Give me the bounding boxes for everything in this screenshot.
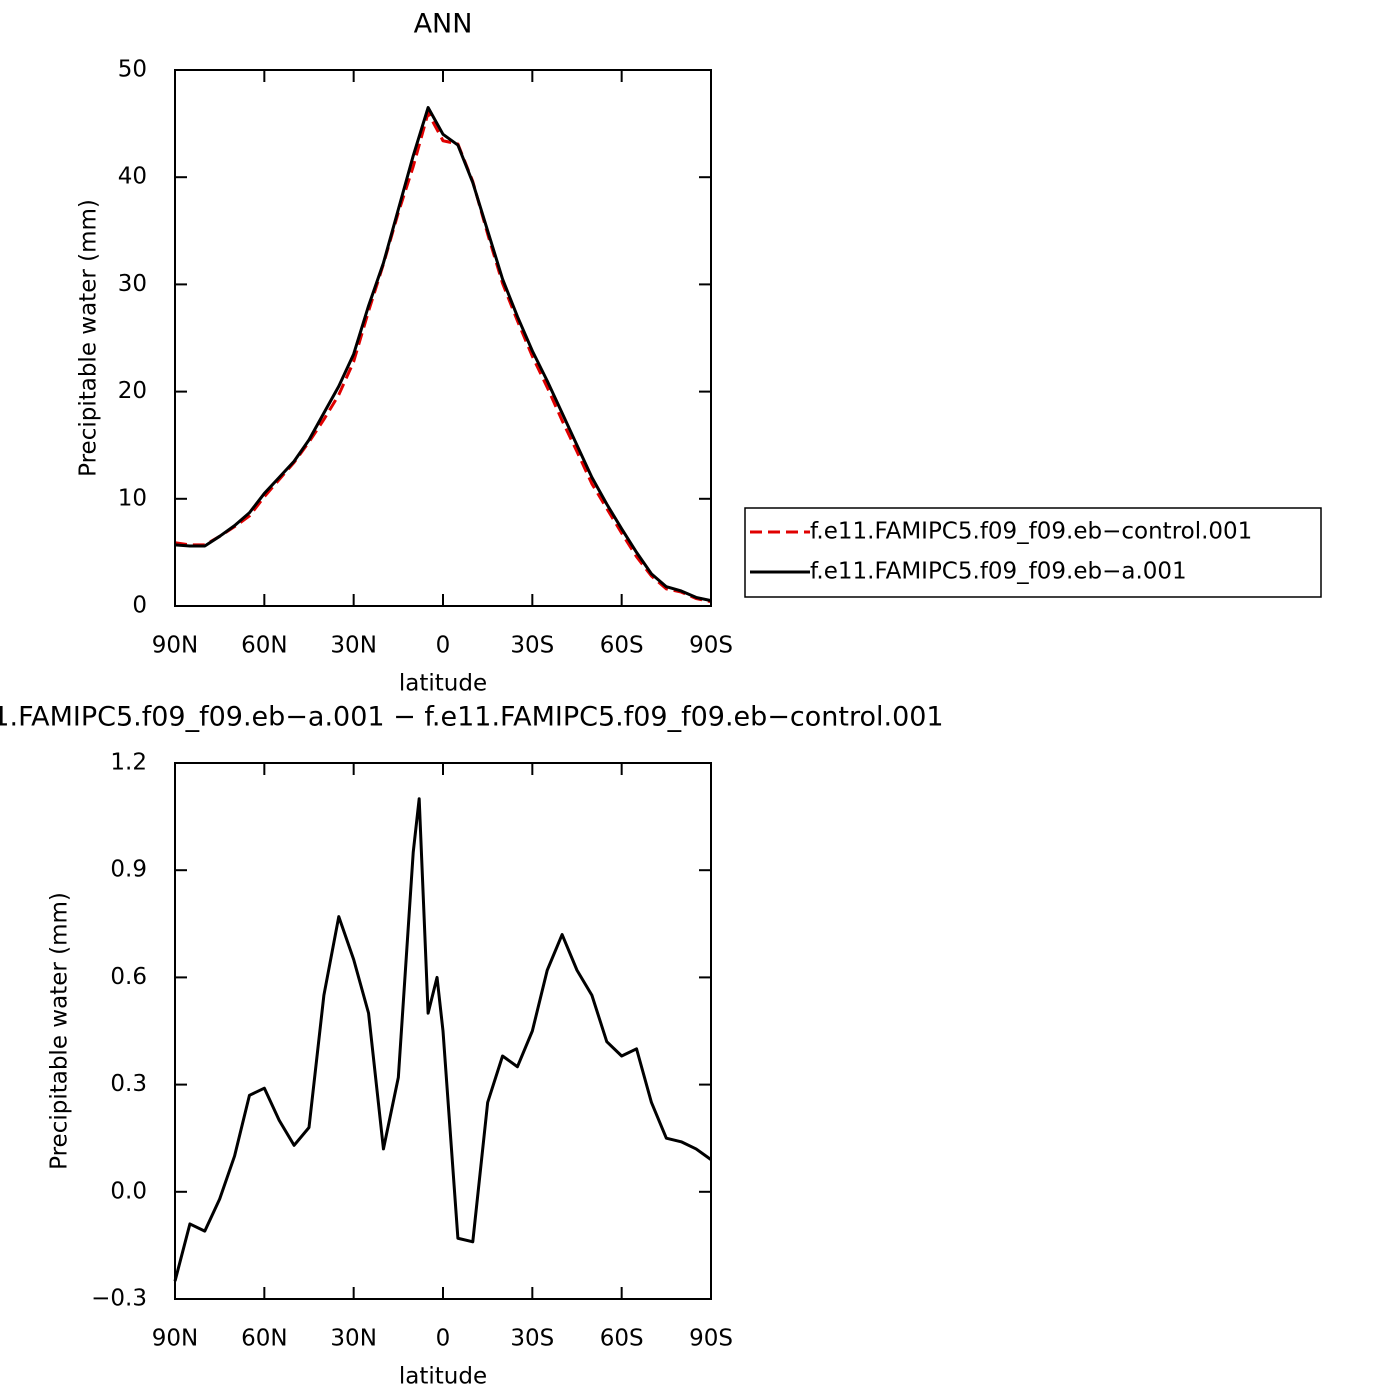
x-tick-label: 30S [510,1326,554,1352]
y-tick-label: 0.6 [110,964,147,990]
x-tick-label: 90N [152,633,198,659]
legend-label: f.e11.FAMIPC5.f09_f09.eb−control.001 [810,519,1252,545]
data-line [174,106,712,603]
y-tick-label: 20 [118,378,147,404]
x-tick-label: 60S [600,633,644,659]
chart-title: f.e11.FAMIPC5.f09_f09.eb−a.001 − f.e11.F… [0,702,944,733]
x-tick-label: 60N [241,633,287,659]
y-tick-label: 10 [118,485,147,511]
plot-frame [174,69,712,607]
data-line [173,797,712,1282]
x-axis-label: latitude [399,1364,487,1390]
y-axis-label: Precipitable water (mm) [47,892,73,1170]
y-tick-label: 30 [118,271,147,297]
x-tick-label: 90N [152,1326,198,1352]
x-tick-label: 0 [436,1326,451,1352]
data-line [174,111,712,604]
x-tick-label: 30N [330,633,376,659]
y-tick-label: 0.3 [110,1071,147,1097]
legend-box [744,507,1322,598]
plot-frame [174,762,712,1300]
y-tick-label: 0 [132,593,147,619]
x-tick-label: 90S [689,633,733,659]
y-tick-label: 50 [118,57,147,83]
y-tick-label: 40 [118,164,147,190]
x-tick-label: 60N [241,1326,287,1352]
y-tick-label: 0.0 [110,1178,147,1204]
chart-title: ANN [414,9,473,40]
y-tick-label: 1.2 [110,750,147,776]
y-axis-label: Precipitable water (mm) [76,199,102,477]
x-axis-label: latitude [399,671,487,697]
x-tick-label: 30N [330,1326,376,1352]
x-tick-label: 30S [510,633,554,659]
y-tick-label: 0.9 [110,857,147,883]
y-tick-label: −0.3 [91,1286,147,1312]
x-tick-label: 90S [689,1326,733,1352]
x-tick-label: 60S [600,1326,644,1352]
legend-label: f.e11.FAMIPC5.f09_f09.eb−a.001 [810,559,1187,585]
x-tick-label: 0 [436,633,451,659]
